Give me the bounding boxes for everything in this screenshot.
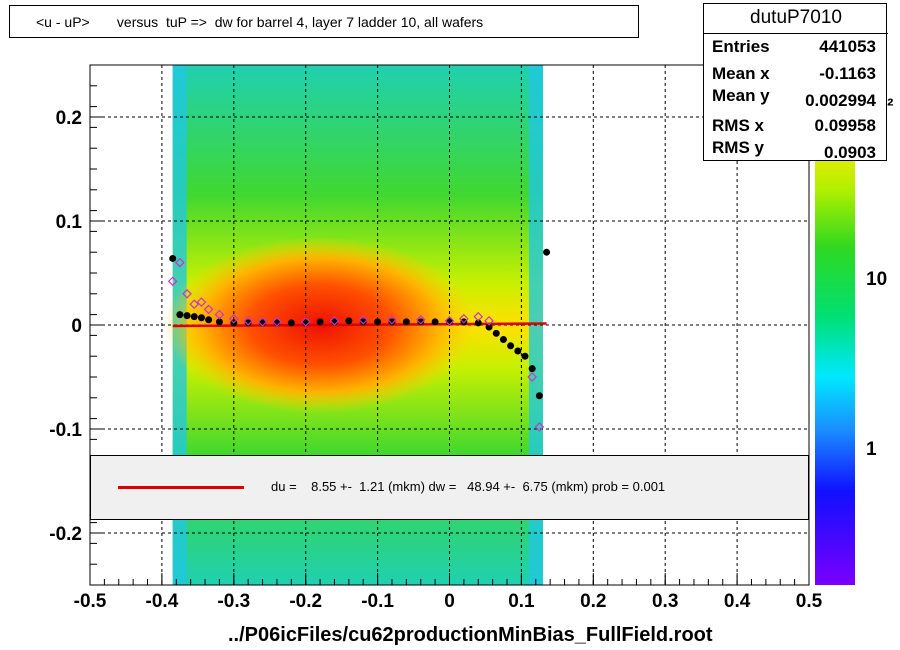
stat-value-entries: 441053: [819, 37, 876, 56]
data-point: [190, 313, 198, 321]
data-point-open: [459, 313, 469, 324]
data-point-open: [189, 299, 200, 310]
data-point: [417, 318, 425, 326]
data-point: [474, 319, 482, 327]
data-point: [521, 352, 529, 360]
data-point: [197, 314, 205, 322]
data-point: [485, 323, 493, 331]
data-point-open: [214, 309, 225, 320]
plot-frame: [89, 64, 810, 586]
axes: -0.5 -0.4 -0.3 -0.2 -0.1 0 0.1 0.2 0.3 0.4 0.5 -0.2…: [49, 64, 823, 612]
data-point: [514, 347, 522, 355]
data-point-open: [387, 314, 397, 325]
data-point: [345, 317, 353, 325]
x-tick-label: 0.1: [508, 591, 535, 612]
stats-box: dutuP7010 Entries 441053 Mean x -0.1163 …: [703, 3, 888, 162]
data-point-open: [228, 313, 239, 324]
data-point-open: [243, 315, 254, 326]
title-box: <u - uP> versus tuP => dw for barrel 4, …: [9, 5, 639, 38]
stat-value-mean-x: -0.1163: [819, 64, 876, 83]
data-point-open: [534, 422, 545, 432]
data-point: [388, 318, 396, 326]
x-tick-label: 0.4: [724, 591, 751, 612]
data-point: [316, 318, 324, 326]
colorbar-label: 1: [866, 439, 877, 460]
stat-label-rms-y: RMS y: [712, 138, 764, 157]
profile-markers: [167, 248, 551, 432]
stat-label-mean-x: Mean x: [712, 64, 770, 83]
data-point: [205, 316, 213, 324]
data-point: [176, 311, 184, 319]
data-point: [507, 342, 515, 350]
data-point: [431, 318, 439, 326]
data-point: [287, 319, 295, 327]
data-point: [535, 392, 543, 400]
data-point-open: [196, 297, 207, 307]
data-point-open: [182, 288, 192, 299]
y-tick-label: 0: [71, 316, 82, 337]
stat-label-mean-y: Mean y: [712, 86, 770, 105]
data-point-open: [272, 317, 282, 327]
data-point-open: [329, 315, 340, 326]
data-point-open: [527, 372, 538, 382]
fit-legend: du = 8.55 +- 1.21 (mkm) dw = 48.94 +- 6.…: [90, 455, 809, 520]
y-tick-label: -0.2: [49, 524, 82, 545]
source-file-label: ../P06icFiles/cu62productionMinBias_Full…: [228, 624, 713, 646]
x-tick-label: -0.3: [217, 591, 250, 612]
x-tick-label: 0.3: [652, 591, 678, 612]
data-point: [374, 318, 382, 326]
stat-value-rms-y: 0.0903: [824, 143, 876, 162]
fit-legend-text: du = 8.55 +- 1.21 (mkm) dw = 48.94 +- 6.…: [271, 479, 666, 494]
plot-title: <u - uP> versus tuP => dw for barrel 4, …: [36, 14, 484, 30]
stats-histogram-name: dutuP7010: [704, 7, 888, 34]
stat-label-rms-x: RMS x: [712, 116, 764, 135]
y-tick-label: 0.1: [56, 212, 83, 233]
colorbar-label: 10: [866, 269, 887, 290]
data-point: [183, 312, 191, 320]
x-tick-label: 0.5: [796, 591, 823, 612]
data-point-open: [300, 317, 311, 327]
data-point-open: [175, 257, 185, 268]
data-point: [169, 254, 177, 262]
data-point: [460, 318, 468, 326]
stat-value-mean-y: 0.002994: [805, 91, 876, 110]
data-point-open: [203, 304, 214, 315]
data-point: [215, 318, 223, 326]
x-tick-label: -0.5: [74, 591, 107, 612]
data-point: [543, 248, 551, 256]
data-point-open: [444, 315, 455, 326]
x-tick-label: 0: [444, 591, 455, 612]
data-point-open: [257, 317, 268, 327]
x-tick-label: -0.2: [289, 591, 322, 612]
x-tick-label: 0.2: [580, 591, 606, 612]
data-point: [402, 318, 410, 326]
y-tick-label: 0.2: [56, 108, 82, 129]
x-tick-label: -0.4: [146, 591, 179, 612]
data-point: [528, 365, 536, 373]
data-point: [244, 319, 252, 327]
data-point-open: [473, 311, 484, 322]
stat-label-entries: Entries: [712, 37, 770, 56]
data-point: [492, 329, 500, 337]
data-point-open: [484, 315, 494, 326]
data-point: [499, 336, 507, 344]
data-point-open: [415, 314, 426, 325]
stat-value-rms-x: 0.09958: [814, 116, 876, 135]
data-point-open: [167, 276, 178, 287]
data-point-open: [358, 314, 369, 325]
y-tick-label: -0.1: [49, 420, 82, 441]
data-point: [359, 318, 367, 326]
fit-legend-swatch: [118, 486, 244, 489]
x-tick-label: -0.1: [361, 591, 394, 612]
